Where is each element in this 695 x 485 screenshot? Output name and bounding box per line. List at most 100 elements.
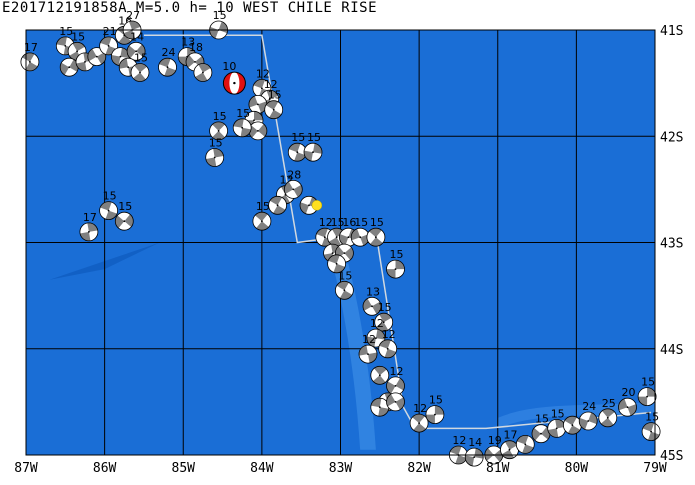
event-depth-label: 15 xyxy=(370,216,384,229)
beachball-center xyxy=(29,61,31,63)
compression-quadrant xyxy=(111,55,121,66)
compression-quadrant xyxy=(532,427,541,441)
beachball-center xyxy=(587,420,590,422)
compression-quadrant xyxy=(600,417,614,427)
beachball-outline xyxy=(99,36,118,56)
event-focal-mechanism xyxy=(515,434,535,454)
beachball-outline xyxy=(158,57,177,77)
event-focal-mechanism xyxy=(362,296,382,316)
beachball-outline xyxy=(303,142,323,162)
event-focal-mechanism xyxy=(547,418,567,438)
compression-quadrant xyxy=(395,378,405,391)
beachball-center xyxy=(626,406,629,409)
beachball-center xyxy=(84,61,86,63)
event-focal-mechanism xyxy=(327,254,347,274)
event-focal-mechanism xyxy=(386,376,405,396)
compression-quadrant xyxy=(368,352,377,363)
compression-quadrant xyxy=(638,396,648,406)
event-focal-mechanism xyxy=(366,227,386,247)
compression-quadrant xyxy=(87,222,98,232)
compression-quadrant xyxy=(547,428,559,438)
compression-quadrant xyxy=(212,121,225,131)
beachball-center xyxy=(268,98,271,100)
event-focal-mechanism xyxy=(531,424,551,444)
compression-quadrant xyxy=(369,228,382,238)
event-depth-label: 15 xyxy=(209,137,223,150)
compression-quadrant xyxy=(647,387,657,397)
beachball-center xyxy=(524,443,527,446)
compression-quadrant xyxy=(386,269,396,279)
event-depth-label: 17 xyxy=(83,211,97,224)
beachball-center xyxy=(418,422,420,424)
event-depth-label: 15 xyxy=(429,394,443,407)
event-focal-mechanism xyxy=(268,195,288,215)
event-depth-label: 16 xyxy=(342,216,356,229)
event-focal-mechanism xyxy=(20,52,40,72)
event-depth-label: 15 xyxy=(378,301,392,314)
beachball-outline xyxy=(515,434,535,454)
compression-quadrant xyxy=(254,111,263,121)
beachball-center xyxy=(276,204,279,207)
compression-quadrant xyxy=(434,405,444,415)
beachball-center xyxy=(213,156,216,159)
event-depth-label: 19 xyxy=(488,434,502,447)
beachball-center xyxy=(343,289,346,292)
compression-quadrant xyxy=(379,313,392,323)
beachball-center xyxy=(312,151,314,154)
event-depth-label: 15 xyxy=(236,107,250,120)
beachball-center xyxy=(606,416,609,419)
event-depth-label: 12 xyxy=(382,328,396,341)
event-depth-label: 20 xyxy=(622,386,636,399)
beachball-center xyxy=(508,448,511,451)
beachball-outline xyxy=(366,328,386,348)
beachball-outline xyxy=(268,195,288,215)
event-depth-label: 15 xyxy=(256,200,270,213)
compression-quadrant xyxy=(555,419,566,429)
event-focal-mechanism xyxy=(374,312,394,332)
beachball-outline xyxy=(327,254,347,274)
event-focal-mechanism xyxy=(637,387,657,407)
beachball-center xyxy=(241,126,244,129)
event-depth-label: 15 xyxy=(390,248,404,261)
compression-quadrant xyxy=(359,345,368,356)
compression-quadrant xyxy=(375,329,385,340)
beachball-outline xyxy=(464,447,484,467)
compression-quadrant xyxy=(119,58,129,69)
event-focal-mechanism xyxy=(248,121,268,141)
event-depth-label: 15 xyxy=(291,131,305,144)
beachball-outline xyxy=(366,227,386,247)
compression-quadrant xyxy=(284,181,294,194)
event-depth-label: 12 xyxy=(452,434,466,447)
beachball-outline xyxy=(637,387,657,407)
compression-quadrant xyxy=(118,35,132,45)
event-focal-mechanism xyxy=(59,57,79,77)
epicenter-marker xyxy=(311,200,323,211)
compression-quadrant xyxy=(178,56,188,66)
compression-quadrant xyxy=(22,52,35,62)
compression-quadrant xyxy=(255,212,268,222)
compression-quadrant xyxy=(375,322,389,332)
event-focal-mechanism xyxy=(122,20,142,40)
x-tick-label: 81W xyxy=(486,461,510,476)
beachball-center xyxy=(139,71,141,74)
beachball-center xyxy=(296,151,299,154)
compression-quadrant xyxy=(465,455,475,466)
event-focal-mechanism xyxy=(252,211,272,231)
beachball-center xyxy=(166,66,169,69)
beachball-outline xyxy=(209,121,229,141)
event-focal-mechanism xyxy=(193,63,213,82)
event-depth-label: 28 xyxy=(287,168,301,181)
beachball-outline xyxy=(130,63,150,82)
compression-quadrant xyxy=(293,184,303,198)
beachball-outline xyxy=(386,392,405,412)
beachball-outline xyxy=(193,63,213,82)
event-focal-mechanism xyxy=(334,280,354,300)
compression-quadrant xyxy=(501,449,514,459)
compression-quadrant xyxy=(213,148,224,158)
event-depth-label: 13 xyxy=(181,36,195,49)
beachball-center xyxy=(367,353,369,355)
y-tick-label: 42S xyxy=(660,130,683,145)
event-depth-label: 15 xyxy=(645,411,659,424)
event-depth-label: 15 xyxy=(213,9,227,22)
